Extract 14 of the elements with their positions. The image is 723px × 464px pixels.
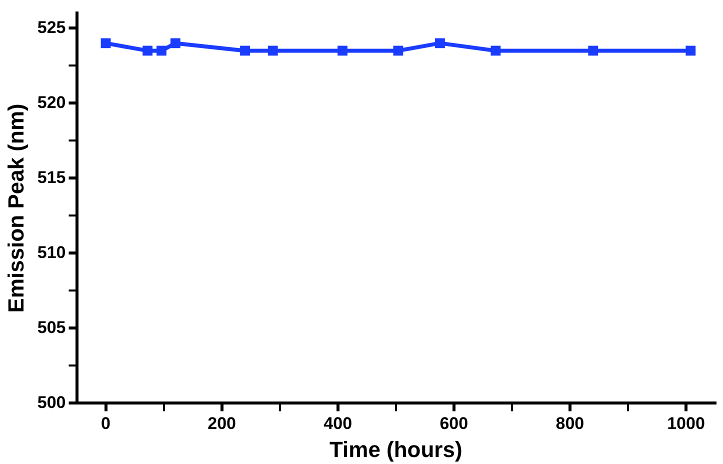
y-tick-label: 520 (37, 92, 66, 112)
y-axis-title: Emission Peak (nm) (3, 104, 28, 313)
x-tick-label: 400 (324, 414, 352, 434)
x-axis-title: Time (hours) (329, 436, 462, 462)
y-tick-label: 510 (37, 242, 66, 262)
x-tick-label: 1000 (667, 414, 705, 434)
x-tick-label: 200 (208, 414, 236, 434)
x-tick-label: 0 (101, 414, 111, 434)
y-tick-label: 525 (37, 18, 66, 37)
y-tick-label: 505 (37, 318, 66, 337)
y-tick-label: 515 (37, 168, 66, 187)
x-tick-label: 600 (440, 414, 468, 434)
x-tick-label: 800 (556, 414, 584, 434)
y-tick-label: 500 (37, 392, 66, 412)
